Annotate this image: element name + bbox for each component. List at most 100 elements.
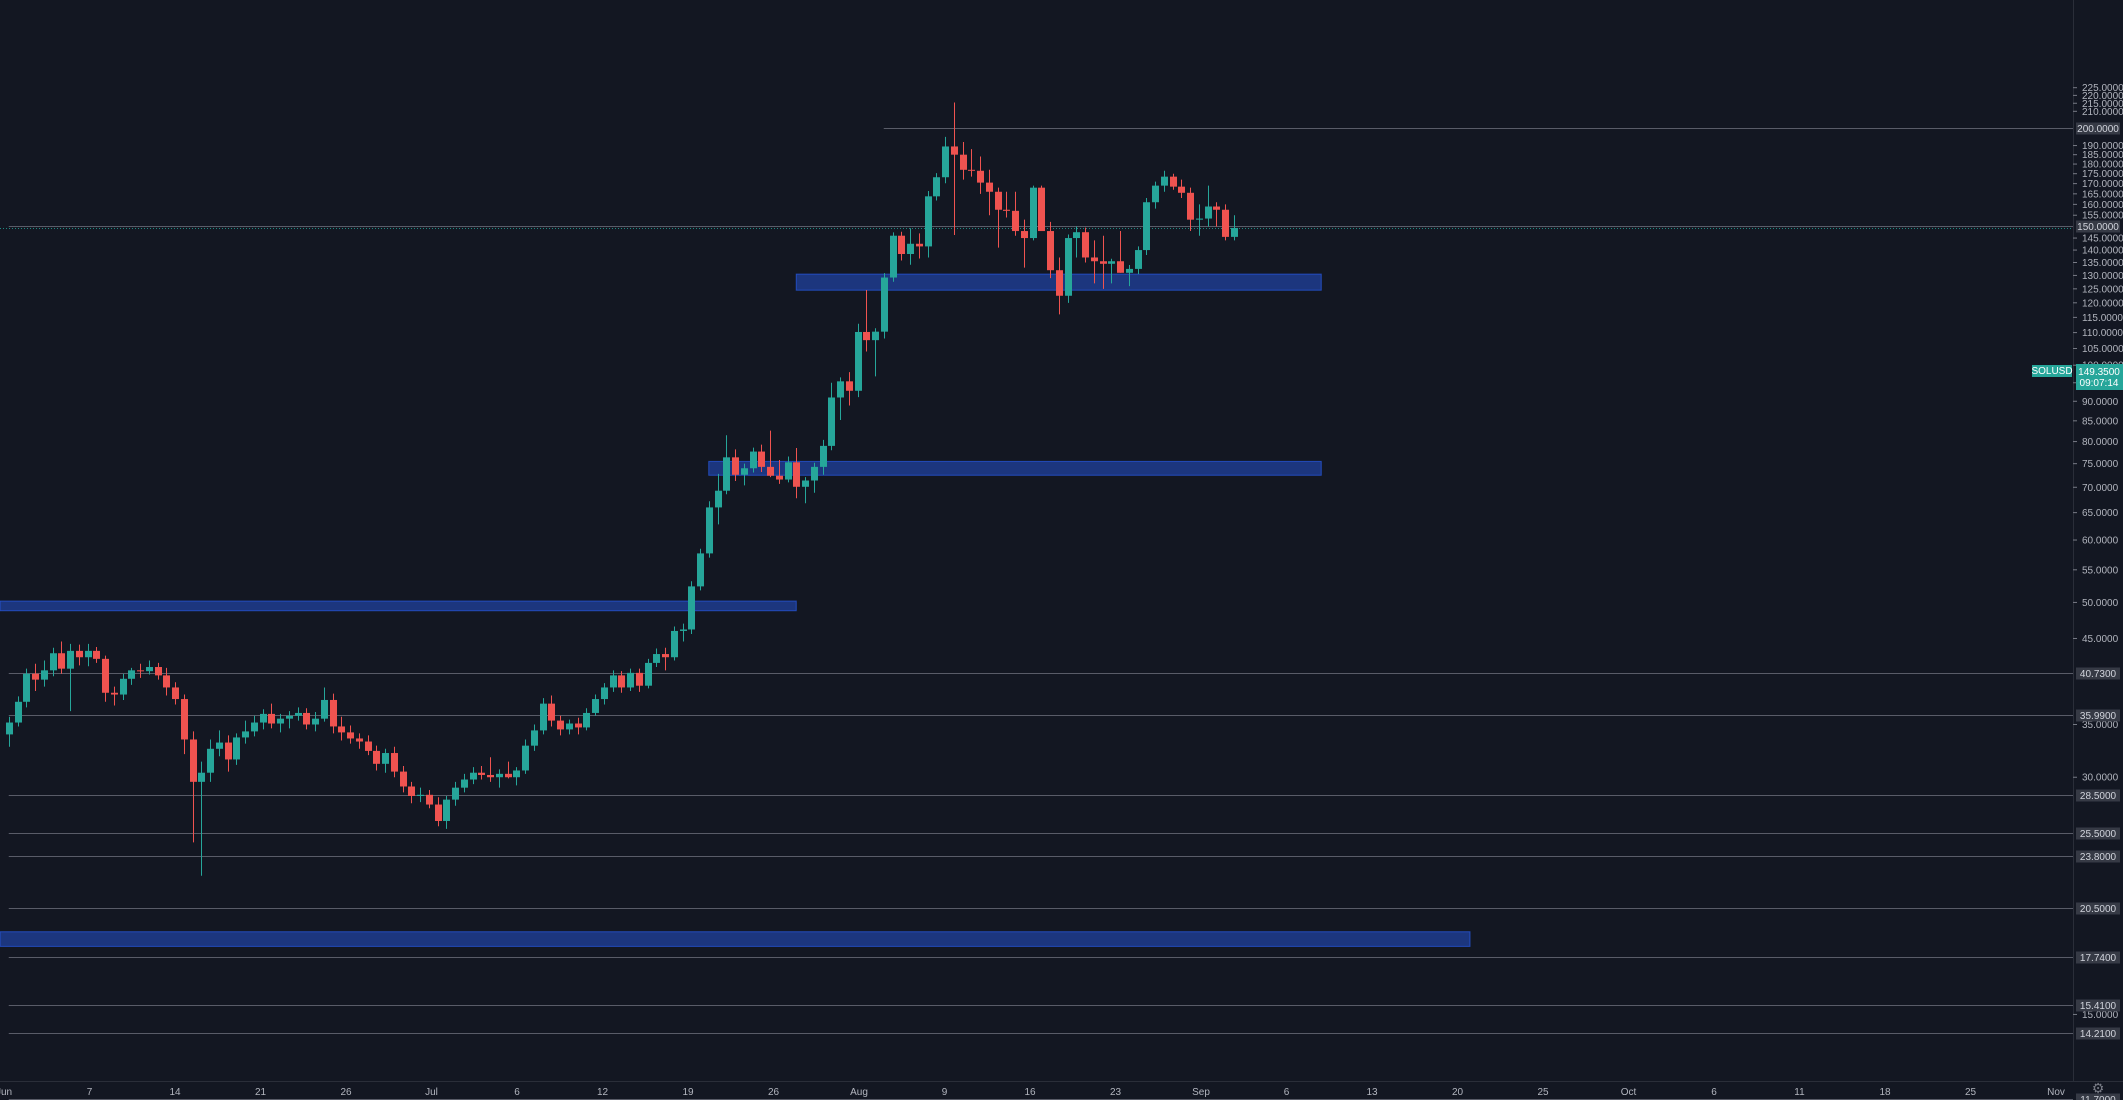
candle[interactable] [487, 757, 494, 782]
candle[interactable] [260, 709, 267, 730]
candle[interactable] [216, 730, 223, 757]
candle[interactable] [531, 724, 538, 751]
candle[interactable] [1012, 191, 1019, 236]
candle[interactable] [863, 289, 870, 352]
candle[interactable] [50, 647, 57, 677]
candle[interactable] [470, 767, 477, 785]
candle[interactable] [1170, 173, 1177, 190]
candle[interactable] [347, 725, 354, 744]
candle[interactable] [172, 682, 179, 705]
candle[interactable] [111, 686, 118, 706]
candle[interactable] [303, 708, 310, 730]
candle[interactable] [925, 190, 932, 258]
candle[interactable] [128, 667, 135, 685]
candle[interactable] [1021, 219, 1028, 268]
candle[interactable] [513, 767, 520, 786]
candle[interactable] [1135, 246, 1142, 275]
candle[interactable] [907, 228, 914, 265]
candle[interactable] [365, 735, 372, 756]
candle[interactable] [1047, 221, 1054, 279]
candle[interactable] [715, 473, 722, 525]
candle[interactable] [1073, 226, 1080, 258]
candle[interactable] [1143, 198, 1150, 255]
candle[interactable] [723, 435, 730, 495]
candle[interactable] [1100, 235, 1107, 289]
candle[interactable] [251, 715, 258, 737]
candle[interactable] [155, 662, 162, 680]
candle[interactable] [802, 477, 809, 504]
candle[interactable] [67, 643, 74, 712]
candle[interactable] [1117, 231, 1124, 273]
candle[interactable] [93, 646, 100, 663]
candle[interactable] [575, 717, 582, 735]
candle[interactable] [846, 372, 853, 406]
candle[interactable] [330, 693, 337, 734]
candle[interactable] [190, 731, 197, 843]
candle[interactable] [592, 694, 599, 716]
candle[interactable] [951, 102, 958, 235]
candle[interactable] [408, 781, 415, 804]
candle[interactable] [225, 735, 232, 772]
candle[interactable] [505, 761, 512, 779]
candle[interactable] [163, 667, 170, 696]
candle[interactable] [76, 644, 83, 666]
candle[interactable] [741, 463, 748, 486]
candle[interactable] [461, 773, 468, 793]
candle[interactable] [417, 787, 424, 803]
candle[interactable] [356, 733, 363, 749]
candle[interactable] [942, 136, 949, 184]
gear-icon[interactable]: ⚙ [2091, 1081, 2105, 1097]
candle[interactable] [960, 141, 967, 180]
candle[interactable] [583, 708, 590, 731]
candle[interactable] [610, 670, 617, 692]
candle[interactable] [102, 655, 109, 702]
candle[interactable] [137, 663, 144, 678]
candle[interactable] [198, 761, 205, 876]
candle[interactable] [277, 713, 284, 733]
candle[interactable] [181, 694, 188, 755]
candle[interactable] [382, 748, 389, 773]
candle[interactable] [1108, 258, 1115, 284]
candle[interactable] [207, 739, 214, 782]
candle[interactable] [373, 745, 380, 771]
candle[interactable] [758, 444, 765, 472]
candle[interactable] [968, 149, 975, 177]
candle[interactable] [1178, 179, 1185, 199]
candle[interactable] [653, 648, 660, 668]
candle[interactable] [837, 377, 844, 421]
candle[interactable] [1187, 187, 1194, 232]
candle[interactable] [557, 715, 564, 736]
candle[interactable] [995, 187, 1002, 248]
candle[interactable] [986, 169, 993, 216]
candle[interactable] [680, 623, 687, 642]
candle[interactable] [566, 719, 573, 735]
candle[interactable] [890, 232, 897, 282]
candle[interactable] [400, 766, 407, 793]
candle[interactable] [627, 668, 634, 691]
candle[interactable] [6, 716, 13, 747]
candle[interactable] [785, 456, 792, 483]
candle[interactable] [767, 430, 774, 478]
candle[interactable] [443, 795, 450, 829]
candle[interactable] [15, 696, 22, 727]
candle[interactable] [496, 769, 503, 788]
candle[interactable] [898, 231, 905, 261]
candle[interactable] [41, 660, 48, 687]
candle[interactable] [828, 382, 835, 451]
candle[interactable] [1056, 257, 1063, 315]
candle[interactable] [426, 790, 433, 809]
candle[interactable] [732, 449, 739, 481]
candle[interactable] [1205, 185, 1212, 227]
candle[interactable] [242, 720, 249, 744]
candle[interactable] [58, 641, 65, 674]
candle[interactable] [540, 698, 547, 735]
candle[interactable] [855, 323, 862, 398]
candle[interactable] [697, 548, 704, 591]
candle[interactable] [645, 658, 652, 689]
candle[interactable] [321, 687, 328, 722]
candle[interactable] [793, 448, 800, 499]
candle[interactable] [1082, 227, 1089, 263]
candle[interactable] [268, 703, 275, 729]
candle[interactable] [977, 156, 984, 194]
